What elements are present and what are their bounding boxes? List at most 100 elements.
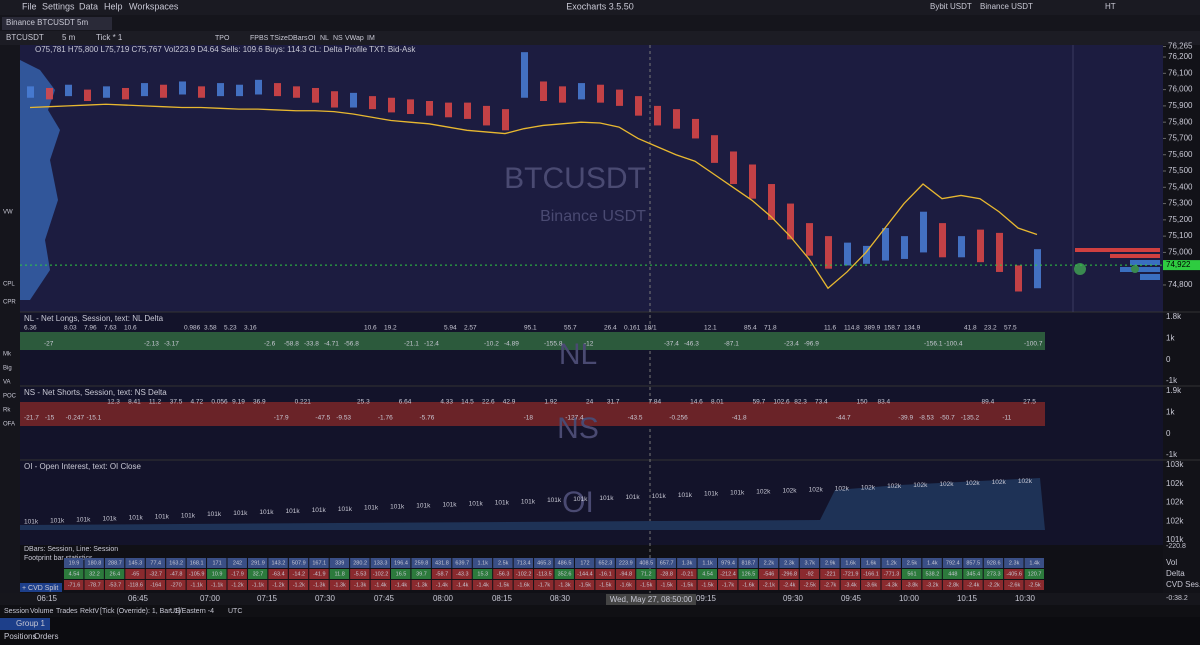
tab-label[interactable]: Binance BTCUSDT 5m [6, 18, 88, 27]
side-tool[interactable]: Big [3, 366, 12, 372]
panel-title: OI - Open Interest, text: OI Close [24, 462, 141, 471]
stats-value: 652.3 [598, 560, 612, 566]
footprint-bar [483, 105, 490, 126]
status-item[interactable]: [Tick (Override): 1, Bar: 1] [100, 608, 180, 615]
stats-cell [186, 569, 207, 579]
side-tool[interactable]: VW [3, 210, 13, 216]
value-label: -5.76 [420, 415, 435, 422]
stats-value: 818.7 [742, 560, 756, 566]
stats-cell [431, 558, 452, 568]
menu-item[interactable]: Help [104, 1, 123, 11]
cvd-button[interactable] [20, 583, 62, 592]
stats-cell [881, 580, 901, 590]
stats-cell [758, 580, 779, 590]
y-tick-label: 75,100 [1168, 231, 1193, 240]
menu-item[interactable]: Settings [42, 1, 75, 11]
stats-value: 242 [233, 560, 242, 566]
stats-cell [350, 569, 370, 579]
stats-value: 4.54 [702, 571, 713, 577]
stats-cell [452, 569, 472, 579]
stats-row-name: Delta [1166, 569, 1185, 578]
stats-cell [247, 558, 268, 568]
status-item[interactable]: Trades [56, 608, 78, 615]
exchange[interactable]: Bybit USDT [930, 2, 972, 11]
stats-value: 1.4k [927, 560, 938, 566]
panel-axis-label: 1.8k [1166, 312, 1182, 321]
footprint-bar [920, 211, 927, 253]
value-label: -155.8 [544, 341, 563, 348]
value-label: 101k [547, 497, 562, 504]
stats-value: -65 [131, 571, 139, 577]
side-tool[interactable]: OFA [3, 422, 15, 428]
menu-item[interactable]: Data [79, 1, 98, 11]
status-item[interactable]: Volume [30, 608, 53, 615]
stats-cell [472, 569, 493, 579]
group-tab[interactable] [0, 618, 50, 630]
tab[interactable] [2, 17, 112, 30]
side-tool[interactable]: POC [3, 394, 17, 400]
ns-area [20, 402, 1045, 426]
tool[interactable]: NS [333, 35, 343, 42]
side-tool[interactable]: CPL [3, 282, 15, 288]
stats-value: -1.4k [374, 582, 386, 588]
status-item[interactable]: US/Eastern -4 [170, 608, 214, 615]
footprint-bar [844, 242, 851, 266]
side-tool[interactable]: CPR [3, 300, 16, 306]
panel-axis-label: 1.9k [1166, 386, 1182, 395]
stats-cell [1024, 569, 1044, 579]
status-item[interactable]: Session [4, 608, 29, 615]
stats-value: -5.53 [354, 571, 367, 577]
cvd-button-label[interactable]: + CVD Split [22, 585, 58, 592]
footprint-bar [179, 81, 186, 95]
tool[interactable]: VWap [345, 35, 364, 42]
stats-cell [534, 558, 554, 568]
bottom-tab[interactable]: Positions [4, 632, 36, 641]
footprint-bar [711, 135, 718, 163]
stats-value: -546 [763, 571, 774, 577]
status-item[interactable]: UTC [228, 608, 242, 615]
value-label: 27.5 [1023, 399, 1036, 406]
side-tool[interactable]: Rk [3, 408, 11, 414]
stats-cell [431, 569, 452, 579]
value-label: 0.221 [295, 399, 312, 406]
tool[interactable]: NL [320, 35, 329, 42]
stats-value: -0.21 [681, 571, 694, 577]
tool[interactable]: DBars [288, 35, 308, 42]
exchange[interactable]: Binance USDT [980, 2, 1033, 11]
group-label[interactable]: Group 1 [16, 619, 45, 628]
tick[interactable]: Tick * 1 [96, 33, 123, 42]
tool[interactable]: IM [367, 35, 375, 42]
stats-cell [615, 569, 636, 579]
stats-value: 1.3k [682, 560, 693, 566]
menu-bar [0, 0, 1200, 15]
value-label: -156.1 [924, 341, 943, 348]
menu-item[interactable]: Workspaces [129, 1, 179, 11]
stats-cell [166, 569, 186, 579]
tool[interactable]: OI [308, 35, 315, 42]
tool[interactable]: FPBS [250, 35, 269, 42]
value-label: -50.7 [940, 415, 955, 422]
stats-value: 448 [948, 571, 957, 577]
stats-value: 16.5 [396, 571, 407, 577]
status-item[interactable]: RektV [80, 608, 99, 615]
stats-value: 486.5 [558, 560, 572, 566]
time-label: 08:00 [433, 594, 454, 603]
symbol[interactable]: BTCUSDT [6, 33, 44, 42]
footprint-bar [331, 91, 338, 108]
timeframe[interactable]: 5 m [62, 33, 76, 42]
stats-value: -78.7 [88, 582, 101, 588]
panel-axis-label: 102k [1166, 498, 1184, 507]
side-tool[interactable]: Mk [3, 352, 12, 358]
value-label: 0.986 [184, 325, 201, 332]
side-tool[interactable]: VA [3, 380, 11, 386]
tool[interactable]: TSize [270, 35, 288, 42]
bottom-tab[interactable]: Orders [34, 632, 58, 641]
exchange[interactable]: HT [1105, 2, 1116, 11]
stats-cell [574, 558, 595, 568]
tool[interactable]: TPO [215, 35, 230, 42]
menu-item[interactable]: File [22, 1, 37, 11]
footprint-bar [559, 86, 566, 103]
stats-value: 26.4 [110, 571, 121, 577]
value-label: 101k [390, 504, 405, 511]
value-label: 102.6 [773, 399, 790, 406]
